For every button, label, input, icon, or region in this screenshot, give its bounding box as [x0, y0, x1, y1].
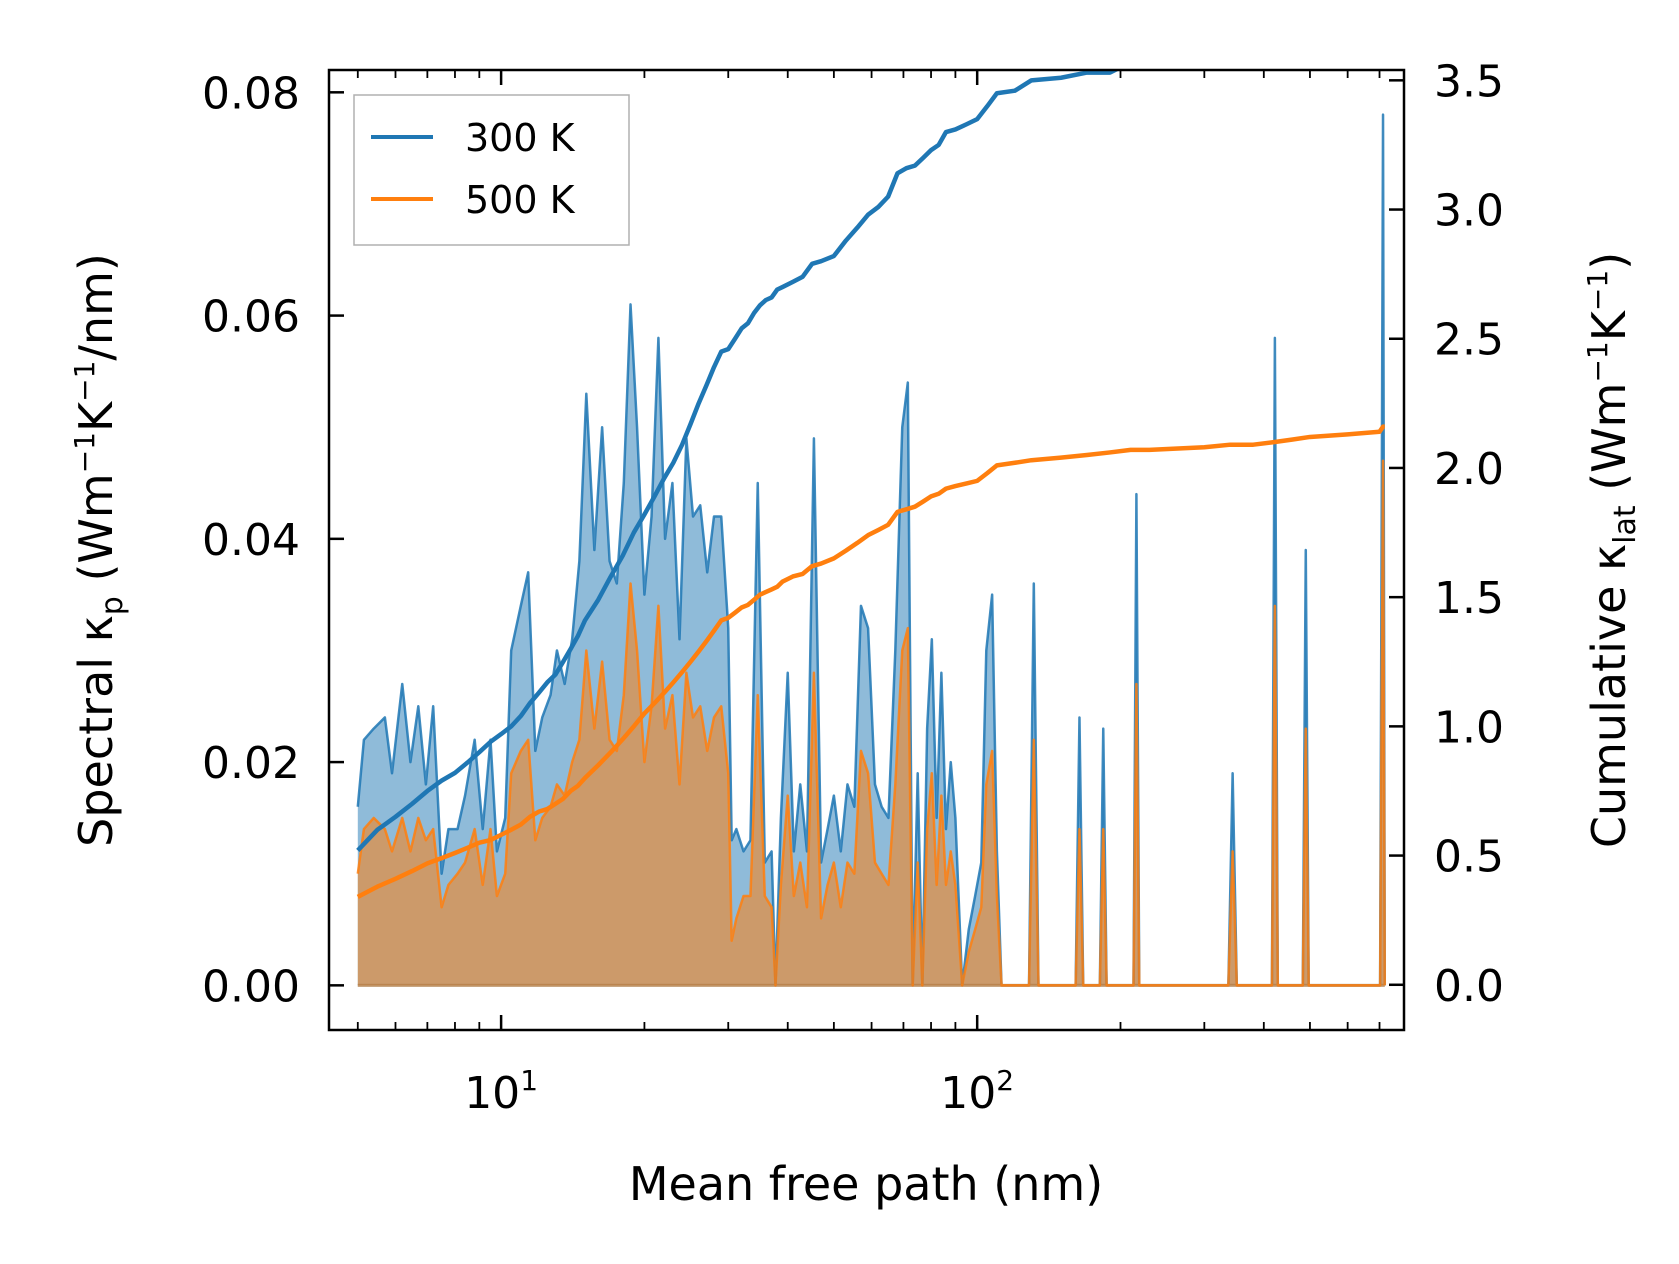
y-left-tick-label: 0.00: [202, 961, 300, 1012]
spectral-line-500k: [356, 459, 1387, 987]
y-right-tick-label: 0.0: [1434, 961, 1504, 1012]
spectral-lines: [356, 113, 1387, 987]
x-tick-label-base: 10: [940, 1068, 996, 1119]
y-left-label-unit-open: (Wm: [69, 473, 123, 596]
x-axis-label: Mean free path (nm): [629, 1157, 1103, 1211]
y-right-label-unit-open: (Wm: [1582, 383, 1636, 506]
spectral-fill-500k: [357, 460, 1385, 986]
y-right-label-end: ): [1582, 252, 1636, 270]
legend-box: [353, 94, 630, 246]
y-left-tick-label: 0.06: [202, 292, 300, 343]
y-right-tick-label: 0.5: [1434, 832, 1504, 883]
y-right-tick-label: 3.0: [1434, 186, 1504, 237]
cumulative-line-500k: [356, 424, 1386, 899]
y-right-label-sup2: −1: [1581, 270, 1614, 311]
spectral-fills: [357, 114, 1385, 986]
y-left-label-subscript: p: [95, 596, 130, 615]
y-right-label-prefix: Cumulative κ: [1582, 544, 1636, 848]
y-right-tick-label: 2.5: [1434, 315, 1504, 366]
y-right-label-subscript: lat: [1608, 505, 1643, 544]
y-left-label-sup2: −1: [68, 361, 101, 402]
x-tick-label: 102: [940, 1064, 1014, 1119]
y-right-label-mid: K: [1582, 309, 1636, 341]
y-left-label-sup1: −1: [68, 432, 101, 473]
y-axis-left-label: Spectral κp (Wm−1K−1/nm): [68, 253, 130, 847]
cumulative-lines: [356, 70, 1386, 899]
y-axis-right-label: Cumulative κlat (Wm−1K−1): [1581, 252, 1643, 848]
y-left-tick-label: 0.04: [202, 515, 300, 566]
y-left-label-end: /nm): [69, 253, 123, 360]
legend-label-300k: 300 K: [465, 116, 576, 160]
cumulative-line-300k: [356, 70, 1121, 852]
legend-label-500k: 500 K: [465, 178, 576, 222]
plot-frame: [327, 68, 1406, 1032]
y-left-tick-label: 0.08: [202, 68, 300, 119]
y-right-tick-label: 1.5: [1434, 573, 1504, 624]
y-left-label-mid: K: [69, 400, 123, 432]
axis-ticks: 101 1020.000.020.040.060.080.00.51.01.52.…: [202, 56, 1504, 1119]
x-tick-label-exponent: 1: [520, 1064, 538, 1097]
y-right-tick-label: 3.5: [1434, 56, 1504, 107]
y-right-label-sup1: −1: [1581, 341, 1614, 382]
x-tick-label-exponent: 2: [996, 1064, 1014, 1097]
y-left-label-prefix: Spectral κ: [69, 615, 123, 847]
y-right-tick-label: 2.0: [1434, 444, 1504, 495]
x-tick-label: 101: [464, 1064, 538, 1119]
y-left-tick-label: 0.02: [202, 738, 300, 789]
y-right-tick-label: 1.0: [1434, 702, 1504, 753]
legend: 300 K 500 K: [353, 94, 630, 246]
x-tick-label-base: 10: [464, 1068, 520, 1119]
